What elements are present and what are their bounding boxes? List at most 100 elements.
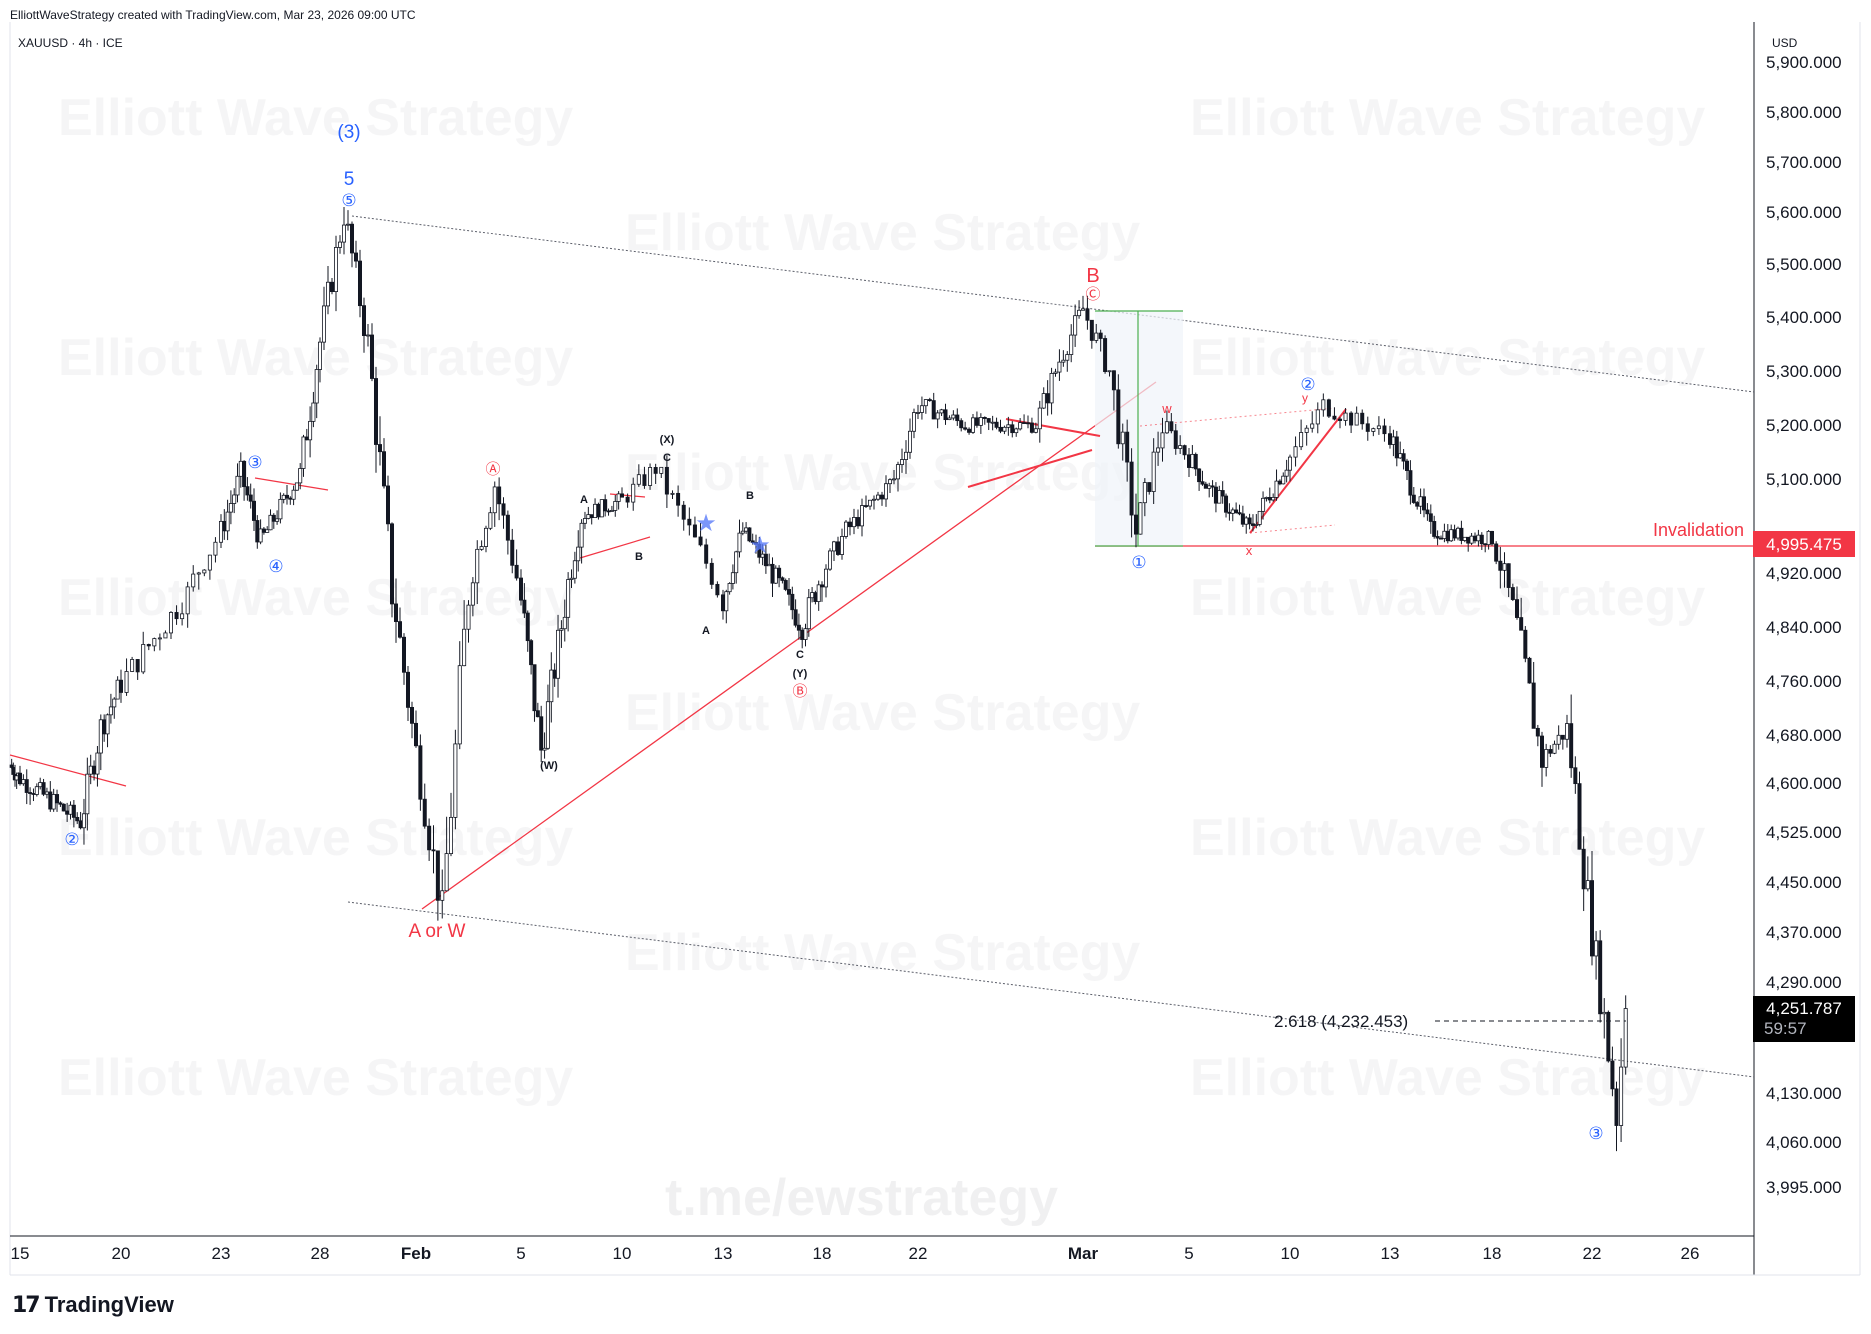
- candle-down: [1247, 517, 1252, 525]
- candle-down: [955, 414, 960, 422]
- candle-down: [1026, 422, 1031, 425]
- candle-up: [1061, 359, 1066, 363]
- watermark-text: Elliott Wave Strategy: [1190, 329, 1705, 387]
- candle-up: [542, 747, 547, 751]
- candle-up: [599, 499, 604, 518]
- time-tick-label: Feb: [401, 1244, 431, 1263]
- invalidation-label: Invalidation: [1653, 520, 1744, 540]
- candle-down: [715, 583, 720, 596]
- time-tick-label: Mar: [1068, 1244, 1099, 1263]
- candle-down: [1422, 496, 1427, 511]
- time-tick-label: 18: [1483, 1244, 1502, 1263]
- watermark-text: Elliott Wave Strategy: [58, 1049, 573, 1107]
- candle-down: [1240, 513, 1245, 525]
- candle-up: [1138, 502, 1143, 535]
- candle-down: [721, 594, 726, 612]
- candle-down: [1250, 523, 1255, 526]
- candle-down: [1535, 727, 1540, 737]
- candle-up: [112, 698, 117, 708]
- candle-down: [261, 528, 266, 533]
- candle-down: [1519, 617, 1524, 631]
- candle-down: [1134, 514, 1139, 535]
- candle-up: [1094, 332, 1099, 341]
- candle-up: [294, 482, 299, 491]
- candle-up: [225, 511, 230, 532]
- candle-down: [1338, 418, 1343, 421]
- candle-up: [892, 478, 897, 481]
- candle-up: [115, 679, 120, 700]
- candle-down: [787, 589, 792, 595]
- candle-up: [1053, 371, 1058, 374]
- candle-down: [58, 802, 63, 805]
- candle-up: [345, 223, 350, 226]
- wave-label-A: A: [702, 625, 710, 637]
- candle-down: [664, 466, 669, 495]
- candle-up: [1288, 456, 1293, 471]
- candle-down: [422, 798, 427, 827]
- candle-down: [698, 536, 703, 546]
- candle-up: [1354, 412, 1359, 426]
- candle-down: [435, 850, 440, 901]
- candle-down: [1548, 749, 1553, 754]
- candle-down: [245, 486, 250, 496]
- candle-down: [1022, 422, 1027, 424]
- candle-down: [497, 486, 502, 505]
- time-tick-label: 22: [1583, 1244, 1602, 1263]
- candle-up: [317, 341, 322, 370]
- candle-up: [44, 791, 49, 795]
- candle-down: [535, 710, 540, 718]
- candle-down: [793, 609, 798, 626]
- candle-up: [1244, 517, 1249, 525]
- candle-up: [1456, 527, 1461, 539]
- candle-down: [522, 599, 527, 614]
- price-tick-label: 5,800.000: [1766, 103, 1842, 122]
- candle-down: [1452, 529, 1457, 539]
- candle-down: [1483, 543, 1488, 546]
- candle-down: [251, 500, 256, 521]
- candle-up: [1120, 431, 1125, 445]
- tradingview-logo[interactable]: 17 TradingView: [12, 1292, 174, 1318]
- candle-up: [21, 779, 26, 785]
- candle-up: [444, 853, 449, 892]
- candle-down: [377, 444, 382, 453]
- candle-up: [1371, 428, 1376, 432]
- candle-up: [1257, 510, 1262, 525]
- candle-down: [1590, 880, 1595, 957]
- price-tick-label: 4,840.000: [1766, 618, 1842, 637]
- candle-down: [770, 563, 775, 584]
- candle-up: [1033, 428, 1038, 433]
- time-tick-label: 5: [516, 1244, 525, 1263]
- candle-down: [625, 496, 630, 503]
- candle-down: [55, 794, 60, 804]
- candle-down: [1332, 415, 1337, 420]
- candle-up: [593, 503, 598, 519]
- watermark-text: Elliott Wave Strategy: [58, 809, 573, 867]
- wave-label-circle5: ⑤: [341, 191, 356, 210]
- candle-up: [1164, 421, 1169, 434]
- candle-down: [357, 260, 362, 307]
- candle-up: [1178, 445, 1183, 449]
- candle-up: [1315, 409, 1320, 425]
- candle-up: [806, 597, 811, 630]
- candle-up: [483, 527, 488, 547]
- candle-down: [692, 524, 697, 538]
- candle-up: [124, 671, 129, 693]
- candle-up: [325, 281, 330, 307]
- candle-up: [191, 573, 196, 588]
- star-marker-icon: ★: [695, 510, 717, 537]
- candle-down: [1116, 389, 1121, 445]
- candle-down: [704, 544, 709, 564]
- price-tick-label: 5,100.000: [1766, 470, 1842, 489]
- candle-up: [321, 305, 326, 343]
- support-trendline: [421, 381, 1157, 910]
- candle-up: [734, 551, 739, 574]
- candle-down: [1531, 682, 1536, 729]
- candle-down: [427, 825, 432, 851]
- candle-up: [457, 665, 462, 745]
- candle-down: [1573, 767, 1578, 785]
- candle-down: [61, 803, 66, 812]
- candle-down: [1227, 511, 1232, 514]
- candle-up: [582, 518, 587, 524]
- candle-up: [631, 483, 636, 503]
